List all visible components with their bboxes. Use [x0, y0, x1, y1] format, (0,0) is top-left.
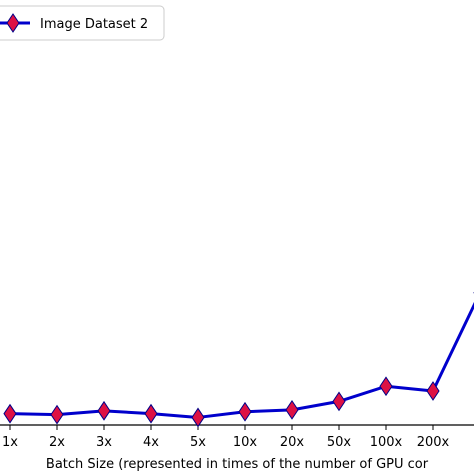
- x-tick-label: 20x: [280, 435, 305, 450]
- x-tick-label: 10x: [233, 435, 258, 450]
- data-point-marker: [191, 407, 205, 428]
- data-point-marker: [97, 400, 111, 421]
- x-tick-label: 4x: [143, 435, 159, 450]
- data-point-marker: [144, 403, 158, 424]
- data-point-marker: [285, 399, 299, 420]
- x-tick-label: 100x: [370, 435, 403, 450]
- legend-box: [0, 5, 165, 41]
- x-tick-label: 3x: [96, 435, 112, 450]
- legend: Image Dataset 2: [0, 5, 165, 41]
- data-point-marker: [50, 404, 64, 425]
- legend-label: Image Dataset 2: [40, 17, 148, 32]
- x-tick-label: 2x: [49, 435, 65, 450]
- data-point-marker: [238, 401, 252, 422]
- data-point-marker: [379, 376, 393, 397]
- x-tick-label: 200x: [417, 435, 450, 450]
- data-point-marker: [426, 381, 440, 401]
- x-ticks: [9, 425, 434, 430]
- series-markers: [3, 291, 474, 428]
- x-tick-label: 5x: [190, 435, 206, 450]
- x-tick-labels: 1x2x3x4x5x10x20x50x100x200x5: [2, 435, 450, 450]
- series-line-image-dataset-2: [9, 301, 474, 419]
- legend-marker: [6, 13, 20, 33]
- x-axis-title: Batch Size (represented in times of the …: [46, 457, 429, 472]
- data-point-marker: [332, 391, 346, 412]
- x-tick-label: 50x: [327, 435, 352, 450]
- data-point-marker: [3, 403, 17, 424]
- x-tick-label: 1x: [2, 435, 18, 450]
